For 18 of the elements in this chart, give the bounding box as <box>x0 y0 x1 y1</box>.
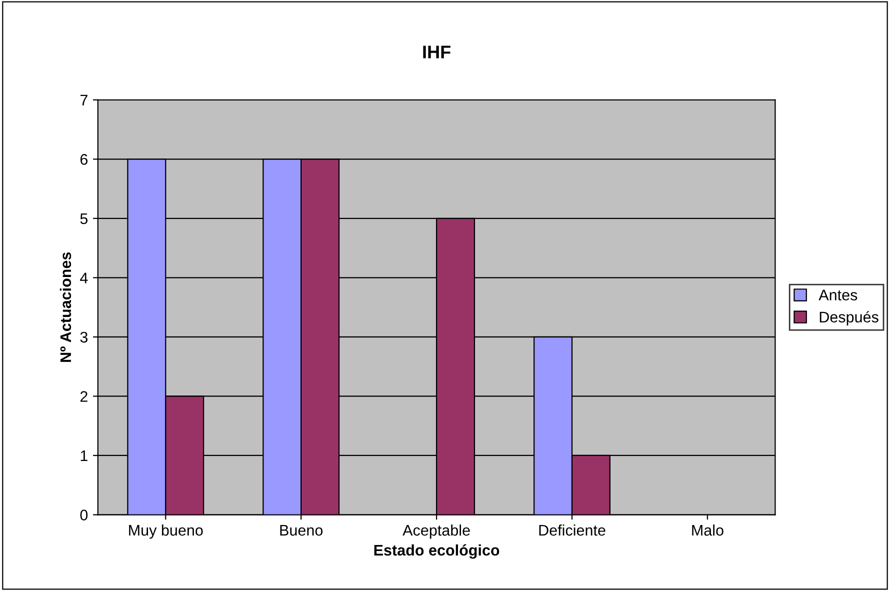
y-tick-label: 6 <box>80 154 88 165</box>
y-tick-label: 0 <box>80 510 88 520</box>
chart-title: IHF <box>423 46 450 58</box>
legend-label: Antes <box>818 290 858 300</box>
y-tick-label: 4 <box>80 272 88 284</box>
y-axis-title: Nº Actuaciones <box>60 252 72 362</box>
x-tick-label: Bueno <box>280 525 323 536</box>
y-tick-label: 3 <box>80 332 88 343</box>
x-tick-label: Malo <box>692 524 724 536</box>
x-tick-label: Muy bueno <box>129 524 203 539</box>
legend-label: Después <box>820 311 878 326</box>
y-tick-label: 5 <box>80 213 88 224</box>
y-tick-label: 7 <box>80 94 88 106</box>
y-tick-label: 1 <box>80 450 88 462</box>
x-axis-title: Estado ecológico <box>374 544 500 559</box>
y-tick-label: 2 <box>80 391 88 402</box>
x-tick-label: Deficiente <box>539 524 606 536</box>
x-tick-label: Aceptable <box>402 524 470 539</box>
